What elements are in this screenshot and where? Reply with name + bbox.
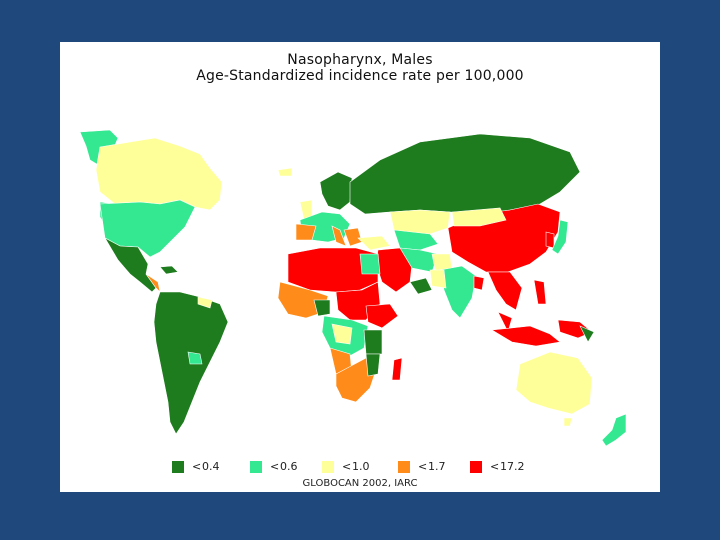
region-nigeria	[313, 299, 331, 317]
legend-swatch	[172, 461, 184, 473]
legend-symbol: <	[192, 460, 202, 473]
region-india	[439, 265, 477, 319]
region-turkey	[357, 235, 391, 251]
legend-value: 0.4	[202, 460, 220, 473]
world-choropleth-map	[79, 129, 627, 447]
region-egypt	[359, 253, 381, 275]
region-guianas	[197, 296, 213, 309]
region-iceland	[277, 167, 293, 177]
region-canada	[95, 137, 223, 211]
legend-value: 1.0	[352, 460, 370, 473]
region-new-zealand	[601, 413, 627, 447]
map-slide: Nasopharynx, Males Age-Standardized inci…	[60, 42, 660, 492]
region-korea	[545, 231, 555, 249]
region-mongolia	[451, 207, 507, 227]
region-se-asia	[487, 271, 523, 311]
region-congo	[331, 323, 353, 345]
region-russia	[349, 133, 581, 215]
region-mozambique	[365, 353, 381, 377]
region-iberia	[295, 223, 317, 241]
region-tasmania	[563, 417, 573, 427]
legend-value: 0.6	[280, 460, 298, 473]
region-gulf	[409, 277, 433, 295]
region-central-asia	[393, 229, 439, 251]
legend-symbol: <	[342, 460, 352, 473]
region-italy	[331, 225, 347, 247]
region-scandinavia	[319, 171, 353, 211]
region-balkans	[343, 227, 363, 247]
region-japan	[551, 219, 569, 255]
legend-swatch	[322, 461, 334, 473]
legend-value: 1.7	[428, 460, 446, 473]
legend-value: 17.2	[500, 460, 525, 473]
region-north-africa	[287, 247, 379, 293]
map-legend: < 0.4 < 0.6 < 1.0 < 1.7 < 17.2	[172, 460, 552, 474]
region-bolivia	[187, 351, 203, 365]
legend-symbol: <	[270, 460, 280, 473]
legend-swatch	[250, 461, 262, 473]
region-madagascar	[391, 357, 403, 381]
region-ethiopia	[365, 303, 399, 329]
map-subtitle: Age-Standardized incidence rate per 100,…	[196, 68, 524, 84]
region-west-africa	[277, 281, 329, 319]
region-png-east	[579, 325, 595, 343]
legend-symbol: <	[418, 460, 428, 473]
map-title: Nasopharynx, Males	[287, 52, 433, 68]
region-malay	[497, 311, 513, 333]
legend-swatch	[470, 461, 482, 473]
source-credit: GLOBOCAN 2002, IARC	[302, 478, 418, 489]
region-australia	[515, 351, 593, 415]
region-indonesia	[491, 325, 561, 347]
legend-symbol: <	[490, 460, 500, 473]
region-caribbean	[159, 265, 179, 275]
region-bangladesh	[473, 275, 485, 291]
legend-swatch	[398, 461, 410, 473]
region-philippines	[533, 279, 547, 305]
region-pakistan	[429, 269, 447, 289]
region-east-africa	[363, 329, 383, 355]
